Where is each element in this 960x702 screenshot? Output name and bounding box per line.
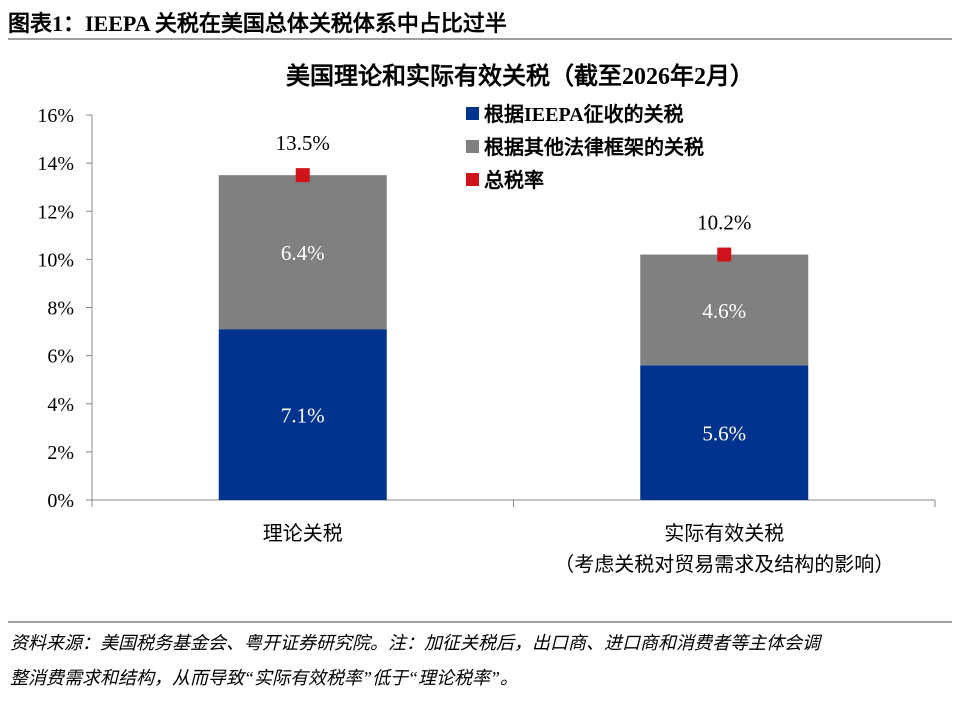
y-tick-label: 0%: [47, 490, 74, 512]
title-divider: [8, 38, 952, 40]
total-label: 13.5%: [276, 131, 330, 155]
x-tick-label: 理论关税: [263, 522, 343, 545]
y-tick-label: 6%: [47, 346, 74, 368]
data-label: 7.1%: [281, 404, 325, 428]
data-label: 6.4%: [281, 241, 325, 265]
footnote-divider: [8, 621, 952, 623]
bar-other: [218, 175, 387, 330]
bar-ieepa: [640, 365, 809, 500]
total-label: 10.2%: [697, 211, 751, 235]
chart-title: 美国理论和实际有效关税（截至2026年2月）: [286, 62, 754, 90]
chart: 美国理论和实际有效关税（截至2026年2月） 0% 2% 4% 6% 8% 10% 12% 1…: [37, 62, 936, 576]
data-label: 5.6%: [702, 422, 746, 446]
y-tick-label: 8%: [47, 298, 74, 320]
figure-title: 图表1：IEEPA 关税在美国总体关税体系中占比过半: [8, 11, 507, 36]
y-tick-label: 14%: [37, 153, 74, 175]
total-marker: [295, 168, 310, 183]
bar-other: [640, 254, 809, 366]
footnote-line-1: 资料来源：美国税务基金会、粤开证券研究院。注：加征关税后，出口商、进口商和消费者…: [10, 633, 820, 653]
legend-label: 根据其他法律框架的关税: [484, 135, 704, 159]
x-tick-sublabel: （考虑关税对贸易需求及结构的影响）: [554, 553, 894, 576]
legend-label: 总税率: [484, 168, 544, 192]
legend-swatch: [466, 173, 479, 186]
x-tick-label: 实际有效关税: [664, 522, 784, 545]
bar-ieepa: [218, 329, 387, 500]
y-tick-label: 12%: [37, 201, 74, 223]
y-tick-label: 16%: [37, 105, 74, 127]
y-tick-label: 2%: [47, 442, 74, 464]
y-tick-label: 4%: [47, 394, 74, 416]
legend-swatch: [466, 140, 479, 153]
legend-label: 根据IEEPA征收的关税: [484, 102, 684, 126]
footnote-line-2: 整消费需求和结构，从而导致“实际有效税率”低于“理论税率”。: [10, 668, 519, 688]
data-label: 4.6%: [702, 299, 746, 323]
y-tick-label: 10%: [37, 249, 74, 271]
legend-swatch: [466, 107, 479, 120]
total-marker: [717, 247, 732, 262]
